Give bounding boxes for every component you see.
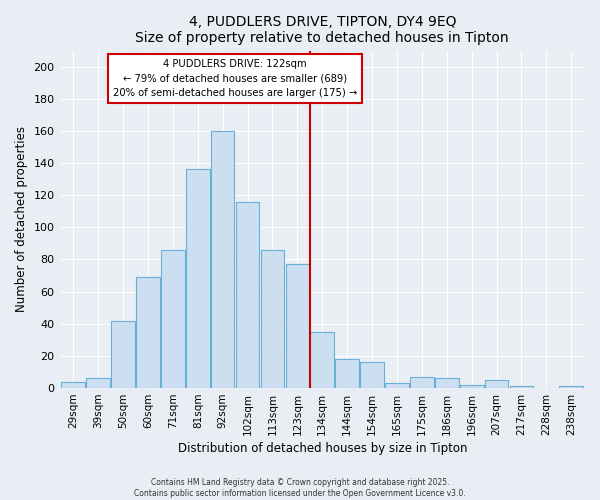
Bar xyxy=(385,383,409,388)
Text: 4 PUDDLERS DRIVE: 122sqm
← 79% of detached houses are smaller (689)
20% of semi-: 4 PUDDLERS DRIVE: 122sqm ← 79% of detach… xyxy=(113,58,357,98)
Bar xyxy=(86,378,110,388)
Bar xyxy=(435,378,458,388)
Bar xyxy=(485,380,508,388)
Bar xyxy=(236,202,259,388)
Bar xyxy=(61,382,85,388)
Bar xyxy=(410,377,434,388)
Bar xyxy=(260,250,284,388)
Y-axis label: Number of detached properties: Number of detached properties xyxy=(15,126,28,312)
Bar xyxy=(460,385,484,388)
Bar xyxy=(211,131,235,388)
Bar xyxy=(161,250,185,388)
Bar xyxy=(559,386,583,388)
Bar xyxy=(136,277,160,388)
Bar xyxy=(310,332,334,388)
X-axis label: Distribution of detached houses by size in Tipton: Distribution of detached houses by size … xyxy=(178,442,467,455)
Title: 4, PUDDLERS DRIVE, TIPTON, DY4 9EQ
Size of property relative to detached houses : 4, PUDDLERS DRIVE, TIPTON, DY4 9EQ Size … xyxy=(136,15,509,45)
Bar xyxy=(360,362,384,388)
Bar xyxy=(111,320,135,388)
Bar xyxy=(186,170,209,388)
Bar xyxy=(335,359,359,388)
Bar xyxy=(286,264,309,388)
Bar xyxy=(509,386,533,388)
Text: Contains HM Land Registry data © Crown copyright and database right 2025.
Contai: Contains HM Land Registry data © Crown c… xyxy=(134,478,466,498)
